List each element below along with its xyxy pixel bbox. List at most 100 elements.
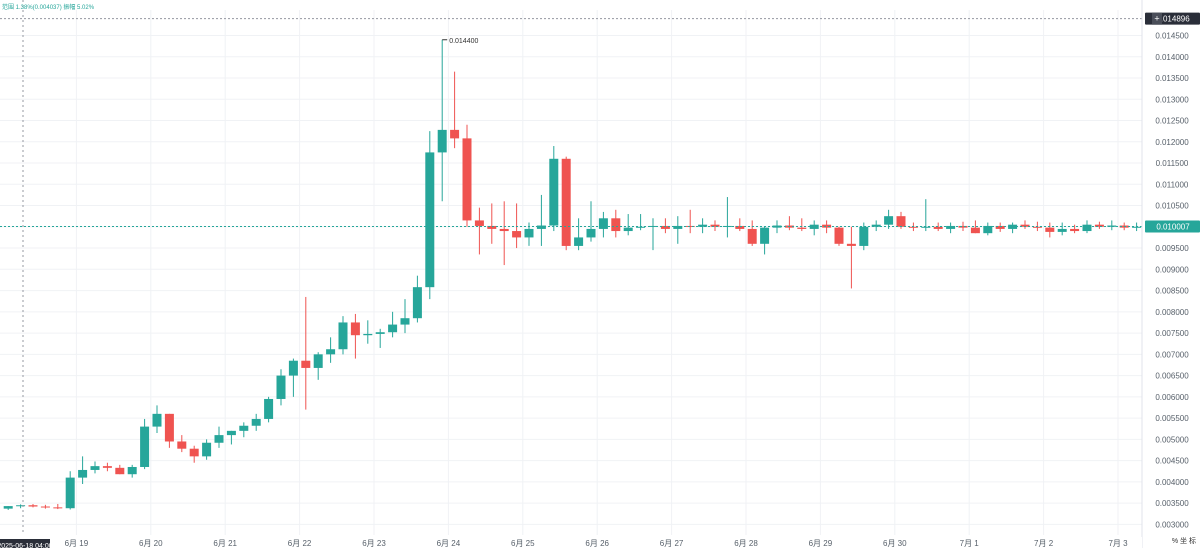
x-tick-label: 7月 1: [960, 539, 980, 548]
top-price-tag-label: 0.014896: [1156, 15, 1190, 24]
plus-icon: +: [1154, 14, 1159, 24]
candle-body: [350, 322, 360, 336]
candle-body: [846, 243, 856, 246]
candle-body: [437, 129, 447, 153]
candle-body: [189, 448, 199, 457]
candle-body: [251, 418, 261, 426]
high-annotation-label: 0.014400: [449, 38, 478, 45]
candle-body: [549, 158, 559, 226]
candle-body: [264, 398, 274, 419]
y-tick-label: 0.011000: [1156, 180, 1189, 189]
candle-body: [1070, 228, 1080, 232]
candle-body: [1045, 227, 1055, 232]
candle-body: [797, 227, 807, 229]
y-tick-label: 0.006500: [1155, 372, 1189, 381]
candle-body: [722, 225, 732, 227]
candle-body: [301, 360, 311, 368]
candle-body: [908, 226, 918, 228]
candle-body: [412, 287, 422, 319]
candle-body: [499, 228, 509, 232]
y-tick-label: 0.013000: [1155, 95, 1189, 104]
candle-body: [214, 435, 224, 443]
crosshair-time-label: 2025-06-18 04:00: [0, 543, 53, 548]
y-tick-label: 0.009000: [1155, 265, 1189, 274]
candle-body: [127, 466, 137, 475]
candle-body: [16, 505, 26, 507]
x-tick-label: 6月 20: [139, 539, 163, 548]
candle-body: [921, 226, 931, 228]
y-tick-label: 0.010500: [1155, 202, 1189, 211]
candle-body: [809, 224, 819, 229]
candle-body: [685, 225, 695, 227]
candle-body: [859, 226, 869, 246]
y-tick-label: 0.003000: [1155, 520, 1189, 529]
candle-body: [760, 227, 770, 244]
candle-body: [1132, 226, 1142, 228]
candle-body: [946, 225, 956, 229]
y-tick-label: 0.008000: [1155, 308, 1189, 317]
y-tick-label: 0.014000: [1155, 53, 1189, 62]
candle-body: [474, 220, 484, 226]
candle-body: [822, 224, 832, 228]
y-tick-label: 0.003500: [1155, 499, 1189, 508]
candle-body: [586, 228, 596, 238]
candle-body: [3, 506, 13, 509]
candle-body: [226, 430, 236, 436]
candle-body: [1094, 224, 1104, 227]
x-tick-label: 6月 25: [511, 539, 535, 548]
x-tick-label: 6月 27: [660, 539, 684, 548]
candle-body: [735, 225, 745, 229]
candle-body: [1107, 225, 1117, 227]
candle-body: [896, 216, 906, 227]
y-tick-label: 0.007500: [1155, 329, 1189, 338]
x-tick-label: 6月 24: [437, 539, 461, 548]
grid: [0, 10, 1142, 535]
candle-body: [462, 138, 472, 221]
candle-body: [995, 225, 1005, 229]
candle-body: [78, 469, 88, 478]
candle-body: [660, 225, 670, 229]
y-tick-label: 0.005500: [1155, 414, 1189, 423]
plus-button: [1152, 12, 1162, 25]
candle-body: [177, 441, 187, 449]
x-tick-label: 6月 19: [65, 539, 89, 548]
x-tick-label: 6月 21: [213, 539, 237, 548]
candle-body: [710, 224, 720, 227]
scale-controls[interactable]: % 坐 标: [1171, 538, 1196, 545]
x-axis: 6月 19 6月 20 6月 21 6月 22 6月 23 6月 24 6月 25 6月 26…: [0, 537, 1142, 548]
x-tick-label: 7月 2: [1034, 539, 1054, 548]
overlays: 0.014400: [0, 0, 1142, 535]
candle-body: [884, 216, 894, 225]
candle-body: [623, 227, 633, 232]
candle-body: [1057, 228, 1067, 232]
candle-body: [388, 324, 398, 333]
x-tick-label: 6月 26: [585, 539, 609, 548]
candle-body: [561, 158, 571, 246]
candle-body: [338, 322, 348, 350]
y-tick-label: 0.012500: [1155, 117, 1189, 126]
candle-body: [90, 466, 100, 470]
candle-body: [673, 225, 683, 229]
candle-body: [326, 349, 336, 355]
candle-body: [512, 231, 522, 238]
candle-body: [524, 228, 534, 238]
y-tick-label: 0.011500: [1156, 159, 1189, 168]
y-axis-background: [1142, 0, 1200, 548]
y-tick-label: 0.007000: [1155, 350, 1189, 359]
candle-body: [933, 226, 943, 229]
candle-body: [574, 237, 584, 246]
candle-body: [871, 224, 881, 227]
candle-body: [28, 505, 38, 507]
y-tick-label: 0.013500: [1155, 74, 1189, 83]
x-tick-label: 6月 29: [809, 539, 833, 548]
candle-body: [536, 225, 546, 229]
candle-body: [239, 425, 249, 431]
candle-body: [202, 442, 212, 457]
candle-body: [1032, 226, 1042, 228]
crosshair-time-tag: [0, 539, 50, 548]
x-tick-label: 6月 28: [734, 539, 758, 548]
x-tick-label: 6月 23: [362, 539, 386, 548]
candles: [3, 39, 1179, 510]
candle-body: [152, 413, 162, 427]
